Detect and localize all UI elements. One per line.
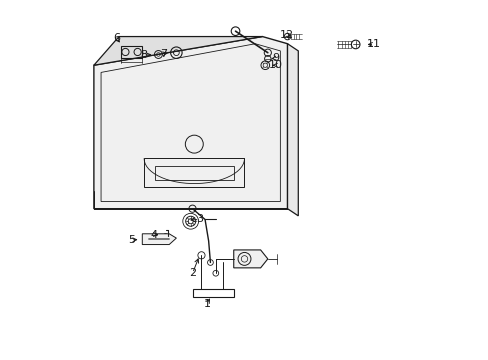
Text: 4: 4: [150, 230, 157, 239]
Polygon shape: [287, 44, 298, 216]
Polygon shape: [233, 250, 267, 268]
Text: 12: 12: [279, 30, 293, 40]
Text: 9: 9: [272, 53, 279, 63]
Text: 3: 3: [196, 215, 203, 224]
Text: 1: 1: [203, 299, 210, 309]
Text: 7: 7: [160, 49, 167, 59]
Polygon shape: [94, 37, 262, 65]
Text: 2: 2: [188, 268, 196, 278]
Text: 6: 6: [113, 33, 120, 43]
Polygon shape: [142, 234, 176, 244]
Text: 11: 11: [366, 40, 381, 49]
Polygon shape: [94, 37, 287, 209]
Text: 8: 8: [140, 50, 147, 60]
Text: 5: 5: [128, 235, 135, 245]
Text: 10: 10: [268, 60, 283, 70]
